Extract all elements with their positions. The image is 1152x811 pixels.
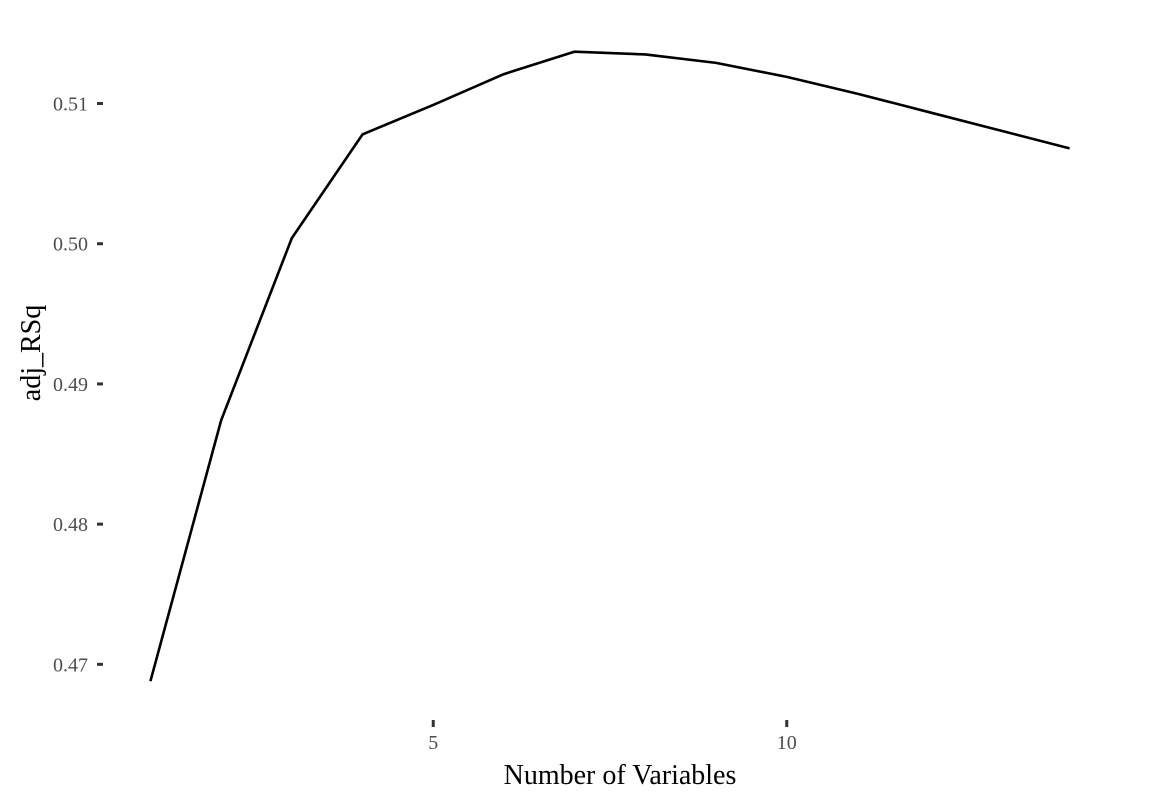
series-line [149,50,1070,682]
data-point [997,128,1001,132]
y-tick-label: 0.48 [53,514,88,536]
y-tick-label: 0.49 [53,374,88,396]
x-axis: 5 10 [428,720,797,754]
data-point [502,72,506,76]
data-point [290,236,294,240]
data-point [148,679,152,683]
y-tick-label: 0.51 [53,94,88,116]
y-axis: 0.47 0.48 0.49 0.50 0.51 [53,94,103,676]
data-point [573,50,577,54]
data-point [855,92,859,96]
x-tick-label: 5 [428,732,438,754]
data-point [714,61,718,65]
plot-area [148,50,1072,683]
data-point [643,52,647,56]
data-point [926,110,930,114]
data-point [1068,146,1072,150]
x-axis-title: Number of Variables [504,760,737,791]
y-tick-label: 0.50 [53,234,88,256]
y-axis-title: adj_RSq [16,305,47,401]
x-tick-label: 10 [777,732,797,754]
y-tick-label: 0.47 [53,654,88,676]
data-point [361,132,365,136]
data-point [785,75,789,79]
data-point [431,103,435,107]
data-point [219,418,223,422]
